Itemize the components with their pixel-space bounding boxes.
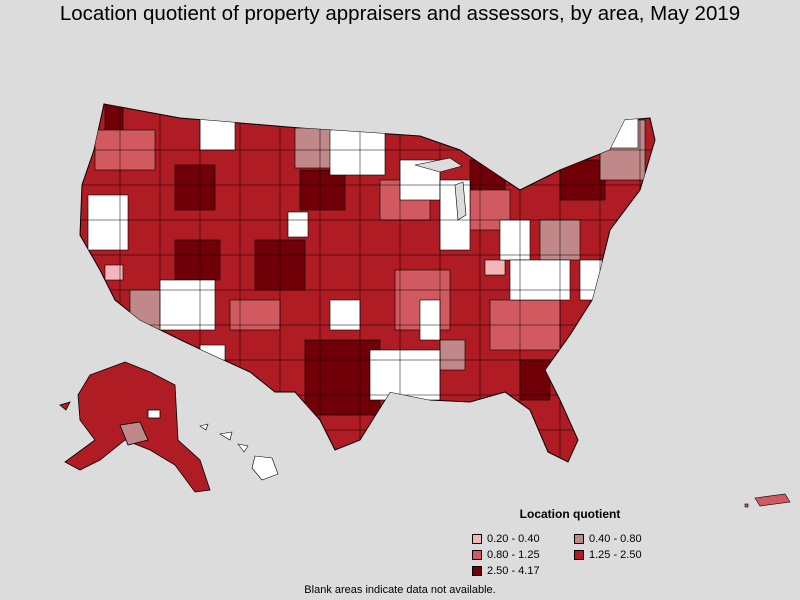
legend-item-1: 0.40 - 0.80 [574,532,676,545]
legend-swatch-2 [472,549,482,560]
legend-label-1: 0.40 - 0.80 [589,532,642,545]
legend: 0.20 - 0.40 0.40 - 0.80 0.80 - 1.25 1.25… [472,532,676,577]
legend-item-2: 0.80 - 1.25 [472,548,574,561]
legend-label-0: 0.20 - 0.40 [487,532,540,545]
no-data-note: Blank areas indicate data not available. [304,584,496,596]
puerto-rico [744,493,791,508]
legend-item-4: 2.50 - 4.17 [472,564,574,577]
legend-swatch-0 [472,533,482,544]
contiguous-us [79,103,656,463]
legend-swatch-3 [574,549,584,560]
great-lakes [414,157,467,221]
legend-item-3: 1.25 - 2.50 [574,548,676,561]
legend-label-4: 2.50 - 4.17 [487,564,540,577]
legend-title: Location quotient [519,507,621,521]
legend-label-3: 1.25 - 2.50 [589,548,642,561]
map-title: Location quotient of property appraisers… [59,2,741,25]
legend-swatch-1 [574,533,584,544]
legend-label-2: 0.80 - 1.25 [487,548,540,561]
legend-item-0: 0.20 - 0.40 [472,532,574,545]
legend-swatch-4 [472,565,482,576]
alaska [59,361,211,493]
hawaii [199,423,279,481]
